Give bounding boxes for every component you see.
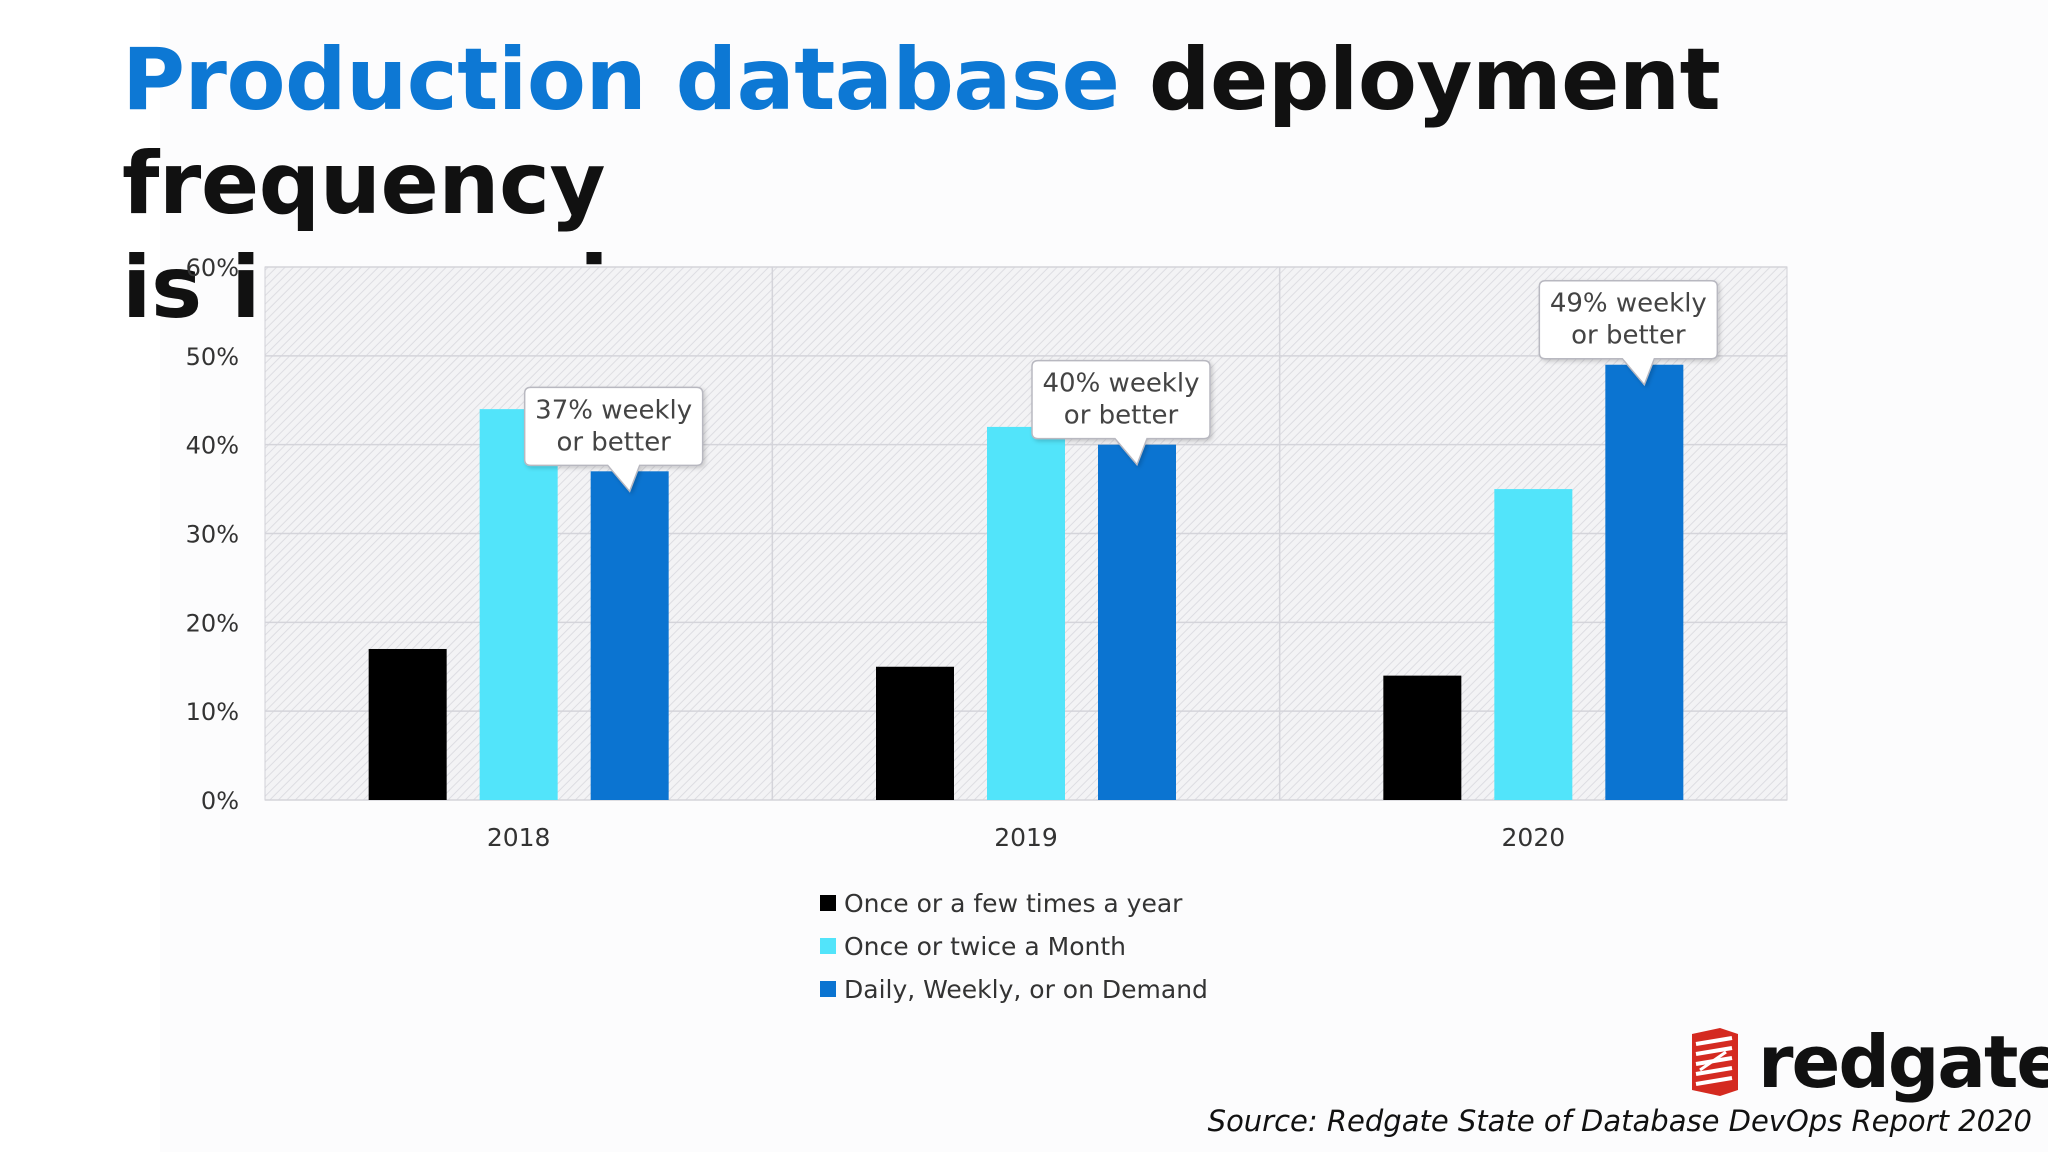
y-tick-label: 10% xyxy=(186,698,239,726)
legend-swatch-3 xyxy=(820,981,836,997)
callout-bubble xyxy=(1031,359,1211,467)
bar-2019-series-3 xyxy=(1098,444,1176,800)
x-tick-label: 2018 xyxy=(487,823,551,852)
legend-label-3: Daily, Weekly, or on Demand xyxy=(844,975,1208,1004)
bar-2020-series-2 xyxy=(1494,489,1573,800)
bar-2019-series-1 xyxy=(876,666,954,800)
y-tick-label: 50% xyxy=(186,343,239,371)
x-tick-label: 2019 xyxy=(994,823,1058,852)
bar-2018-series-1 xyxy=(368,648,447,800)
bar-2018-series-3 xyxy=(590,471,669,800)
bar-2020-series-1 xyxy=(1383,675,1462,800)
y-tick-label: 30% xyxy=(186,521,239,549)
callout-text-line: or better xyxy=(1064,401,1179,431)
callout-2020 xyxy=(1538,279,1719,387)
title-accent: Production database xyxy=(122,30,1120,130)
y-tick-label: 40% xyxy=(186,432,239,460)
callout-text-line: 40% weekly xyxy=(1043,369,1200,399)
y-tick-label: 20% xyxy=(186,609,239,637)
callout-text-line: or better xyxy=(556,427,671,457)
x-tick-label: 2020 xyxy=(1502,823,1566,852)
source-citation: Source: Redgate State of Database DevOps… xyxy=(1207,1104,2032,1138)
callout-text-line: 49% weekly xyxy=(1550,289,1707,319)
callout-bubble xyxy=(523,386,704,493)
redgate-logo-icon xyxy=(1692,1028,1738,1096)
legend-label-2: Once or twice a Month xyxy=(844,932,1126,961)
callout-2019 xyxy=(1031,359,1211,467)
callout-2018 xyxy=(523,386,704,493)
legend-label-1: Once or a few times a year xyxy=(844,889,1183,918)
logo-text: redgate xyxy=(1758,1020,2048,1104)
callout-bubble xyxy=(1538,279,1719,387)
bar-2020-series-3 xyxy=(1605,364,1684,800)
callout-text-line: 37% weekly xyxy=(535,395,692,425)
redgate-logo: redgate xyxy=(1686,1024,2048,1100)
legend-swatch-1 xyxy=(820,895,836,911)
callout-text-line: or better xyxy=(1571,321,1686,351)
legend-swatch-2 xyxy=(820,938,836,954)
title-rest: deployment frequency xyxy=(122,30,1721,234)
y-tick-label: 0% xyxy=(201,787,239,815)
bar-2019-series-2 xyxy=(987,426,1065,800)
bar-2018-series-2 xyxy=(479,409,558,800)
y-tick-label: 60% xyxy=(186,254,239,282)
